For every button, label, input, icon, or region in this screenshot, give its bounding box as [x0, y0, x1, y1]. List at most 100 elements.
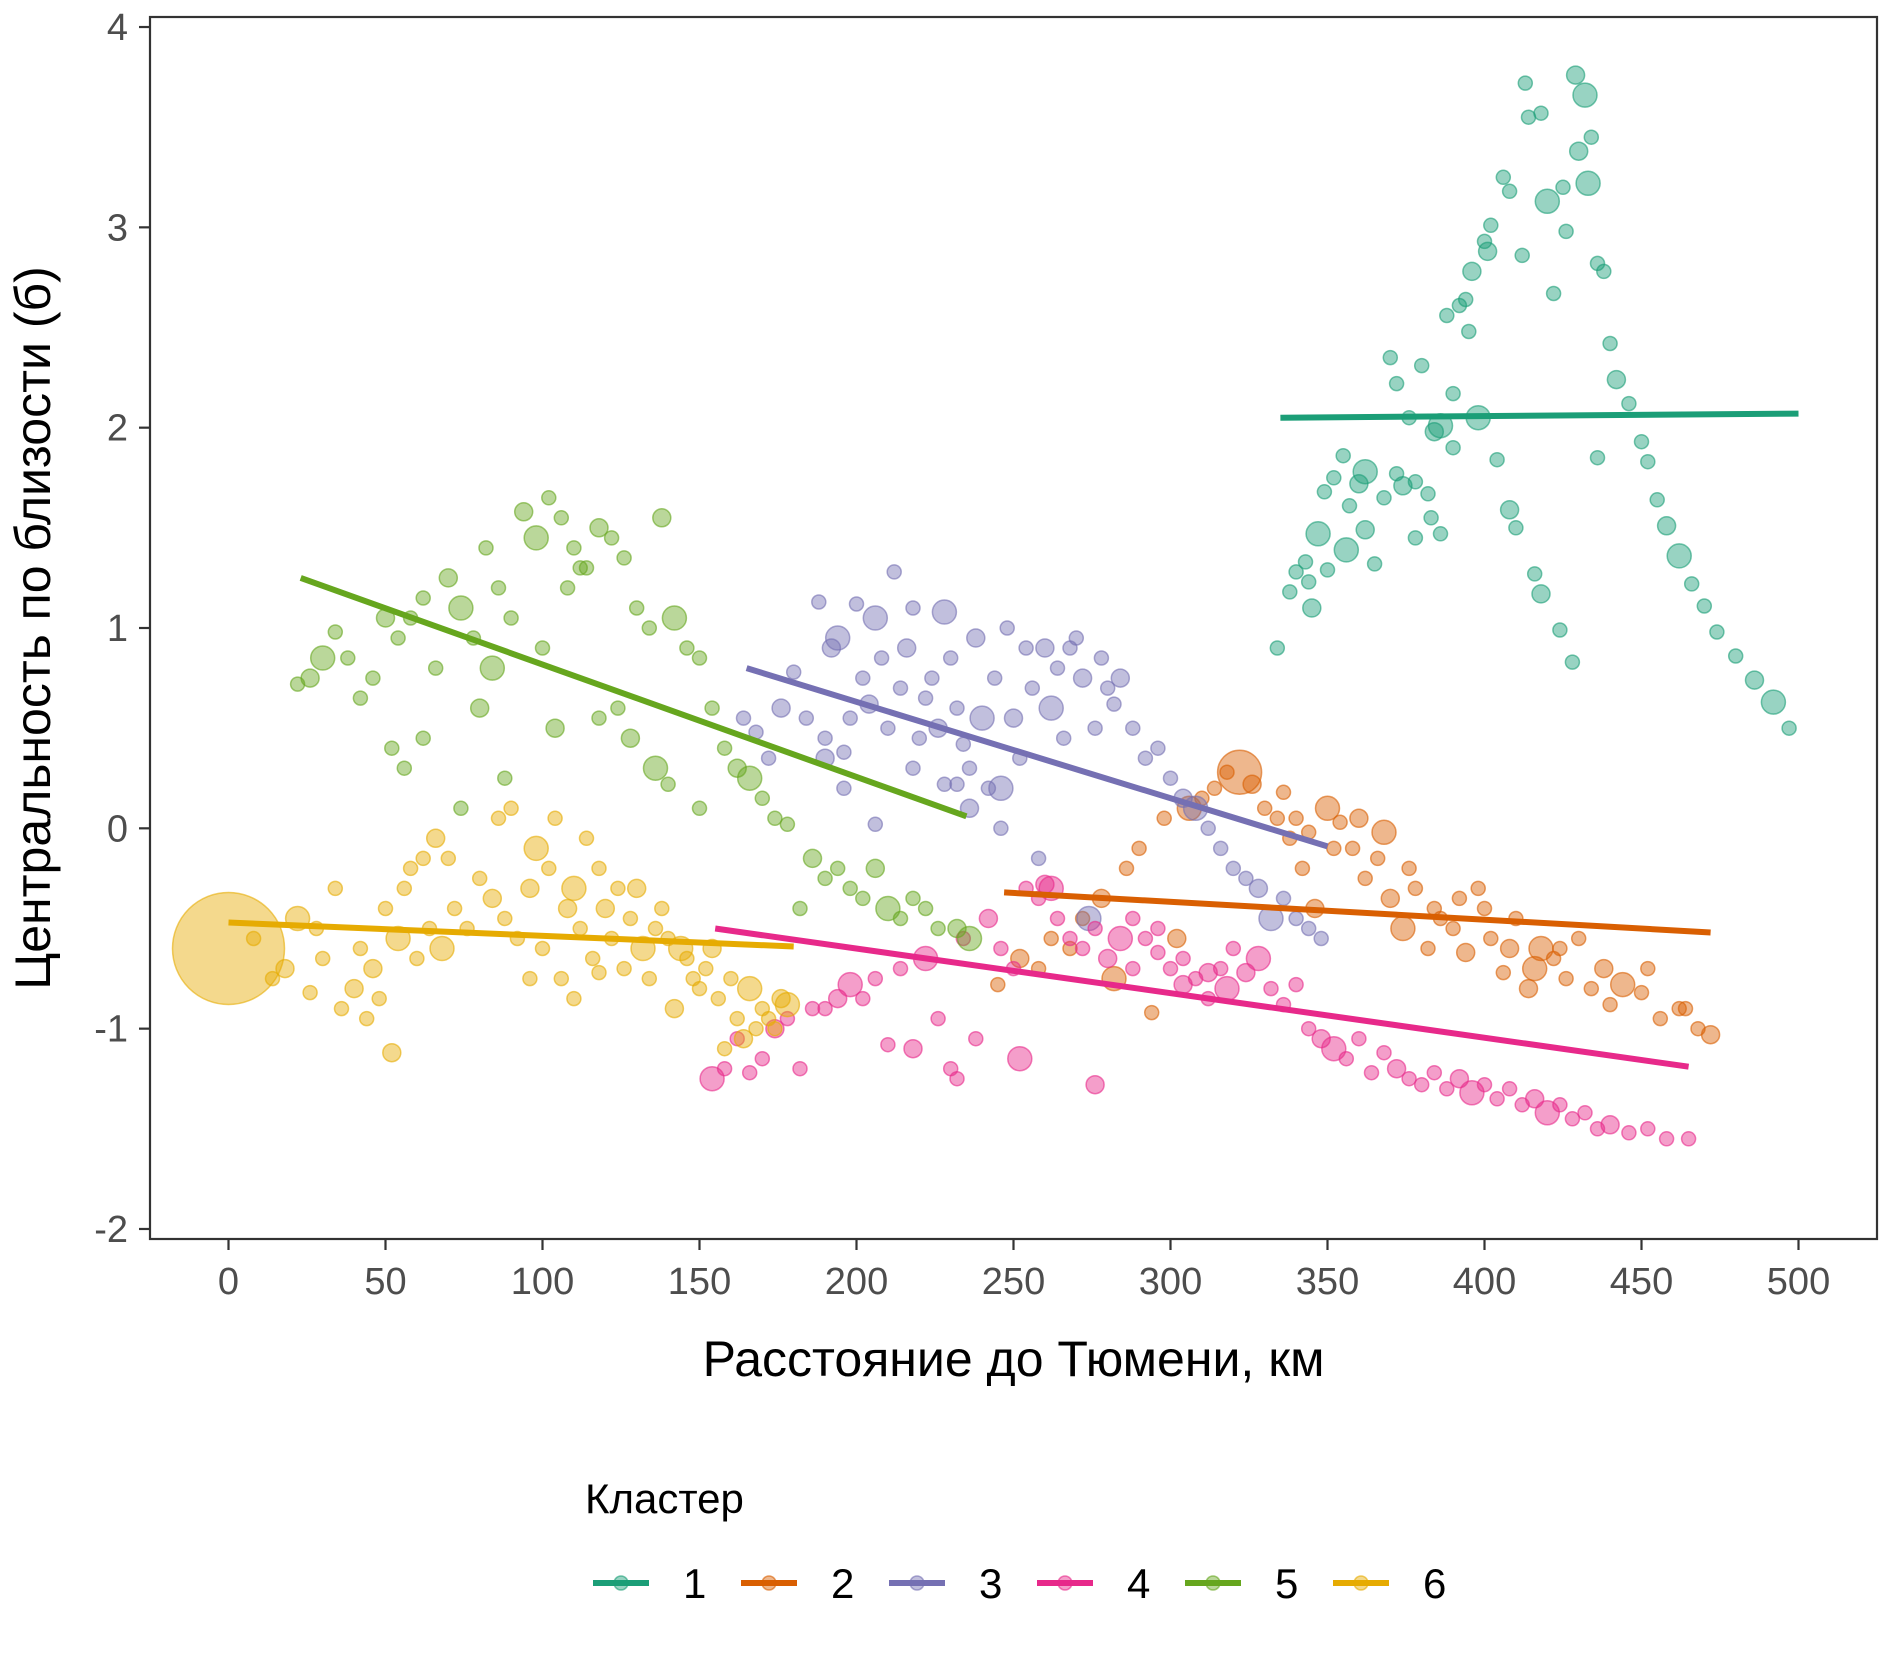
- data-point-cluster-1: [1552, 622, 1568, 638]
- data-point-cluster-5: [438, 568, 459, 588]
- data-point-cluster-4: [1087, 920, 1103, 937]
- data-point-cluster-4: [1125, 910, 1141, 927]
- data-point-cluster-5: [754, 790, 771, 807]
- data-point-cluster-3: [896, 638, 917, 658]
- data-point-cluster-5: [641, 620, 658, 636]
- data-point-cluster-3: [848, 596, 865, 612]
- data-point-cluster-3: [880, 720, 896, 736]
- data-point-cluster-5: [523, 525, 549, 551]
- data-point-cluster-6: [541, 860, 557, 877]
- data-point-cluster-6: [553, 970, 570, 987]
- data-point-cluster-4: [1658, 1131, 1675, 1147]
- data-point-cluster-3: [993, 820, 1009, 837]
- data-point-cluster-5: [589, 518, 609, 538]
- data-point-cluster-3: [1093, 650, 1110, 666]
- data-point-cluster-5: [309, 645, 336, 671]
- y-tick-label: 2: [107, 408, 128, 450]
- data-point-cluster-1: [1683, 576, 1700, 592]
- data-point-cluster-6: [698, 960, 714, 977]
- data-point-cluster-3: [1035, 638, 1055, 658]
- data-point-cluster-3: [1055, 730, 1072, 746]
- data-point-cluster-1: [1744, 670, 1765, 690]
- data-point-cluster-6: [396, 880, 413, 897]
- data-point-cluster-2: [1143, 1004, 1160, 1021]
- legend-label: 6: [1423, 1560, 1446, 1607]
- data-point-cluster-5: [642, 755, 669, 781]
- data-point-cluster-4: [855, 990, 871, 1007]
- data-point-cluster-1: [1501, 183, 1518, 200]
- legend-label: 2: [831, 1560, 854, 1607]
- data-point-cluster-3: [1072, 668, 1093, 688]
- x-tick-label: 150: [668, 1261, 731, 1303]
- data-point-cluster-5: [855, 890, 871, 907]
- data-point-cluster-4: [993, 940, 1009, 957]
- data-point-cluster-4: [1426, 1064, 1443, 1081]
- data-point-cluster-1: [1300, 574, 1317, 590]
- data-point-cluster-3: [811, 594, 827, 610]
- data-point-cluster-3: [873, 650, 890, 666]
- data-point-cluster-4: [1007, 1045, 1033, 1072]
- data-point-cluster-1: [1432, 526, 1449, 542]
- data-point-cluster-5: [490, 580, 507, 596]
- data-point-cluster-1: [1514, 247, 1530, 264]
- y-axis-title: Центральность по близости (б): [5, 266, 61, 990]
- data-point-cluster-4: [804, 1000, 821, 1017]
- data-point-cluster-4: [741, 1064, 758, 1081]
- data-point-cluster-4: [779, 1010, 796, 1027]
- data-point-cluster-3: [886, 564, 902, 580]
- data-point-cluster-3: [867, 816, 884, 833]
- data-point-cluster-5: [478, 540, 494, 556]
- data-point-cluster-3: [955, 736, 972, 752]
- trend-line-cluster-6: [228, 919, 794, 950]
- data-point-cluster-6: [622, 910, 639, 927]
- data-point-cluster-3: [1288, 910, 1304, 927]
- data-point-cluster-3: [1106, 696, 1122, 712]
- data-point-cluster-2: [1074, 910, 1091, 927]
- data-point-cluster-1: [1423, 510, 1439, 526]
- data-point-cluster-5: [905, 890, 921, 907]
- data-point-cluster-2: [1043, 930, 1059, 947]
- data-point-cluster-4: [1413, 1076, 1430, 1093]
- data-point-cluster-4: [716, 1060, 733, 1077]
- data-point-cluster-2: [1483, 930, 1499, 947]
- data-point-cluster-1: [1352, 458, 1378, 485]
- y-tick-label: -1: [94, 1009, 128, 1051]
- data-point-cluster-1: [1760, 689, 1787, 715]
- data-point-cluster-1: [1388, 375, 1405, 392]
- data-point-cluster-1: [1534, 188, 1561, 215]
- data-point-cluster-6: [371, 990, 387, 1007]
- data-point-cluster-6: [557, 898, 578, 919]
- data-point-cluster-3: [1018, 640, 1034, 656]
- data-point-cluster-3: [1087, 720, 1103, 736]
- data-point-cluster-4: [1300, 1020, 1317, 1037]
- data-point-cluster-1: [1727, 648, 1744, 664]
- data-point-cluster-3: [1030, 850, 1047, 867]
- data-point-cluster-5: [652, 508, 672, 528]
- data-point-cluster-5: [448, 595, 474, 621]
- data-point-cluster-1: [1366, 556, 1383, 572]
- legend-label: 1: [683, 1560, 706, 1607]
- data-point-cluster-3: [966, 628, 986, 648]
- data-point-cluster-5: [628, 600, 645, 616]
- data-point-cluster-1: [1709, 624, 1725, 640]
- data-point-cluster-5: [427, 660, 444, 676]
- data-point-cluster-5: [327, 624, 344, 640]
- data-point-cluster-1: [1649, 492, 1665, 508]
- data-point-cluster-1: [1489, 451, 1505, 468]
- data-point-cluster-1: [1565, 65, 1586, 85]
- data-point-cluster-6: [382, 1042, 402, 1063]
- data-point-cluster-6: [490, 810, 507, 827]
- data-point-cluster-6: [522, 970, 538, 987]
- data-point-cluster-6: [641, 970, 658, 987]
- data-point-cluster-3: [1110, 668, 1131, 688]
- data-point-cluster-2: [990, 976, 1006, 993]
- data-point-cluster-4: [1107, 925, 1134, 952]
- trend-line-cluster-5: [299, 575, 968, 820]
- data-point-cluster-1: [1382, 349, 1399, 366]
- legend-item-2: 2: [741, 1560, 854, 1607]
- data-point-cluster-4: [1640, 1121, 1656, 1137]
- trend-line-cluster-4: [714, 925, 1690, 1070]
- legend-key-point: [1205, 1575, 1221, 1591]
- data-point-cluster-3: [911, 730, 928, 746]
